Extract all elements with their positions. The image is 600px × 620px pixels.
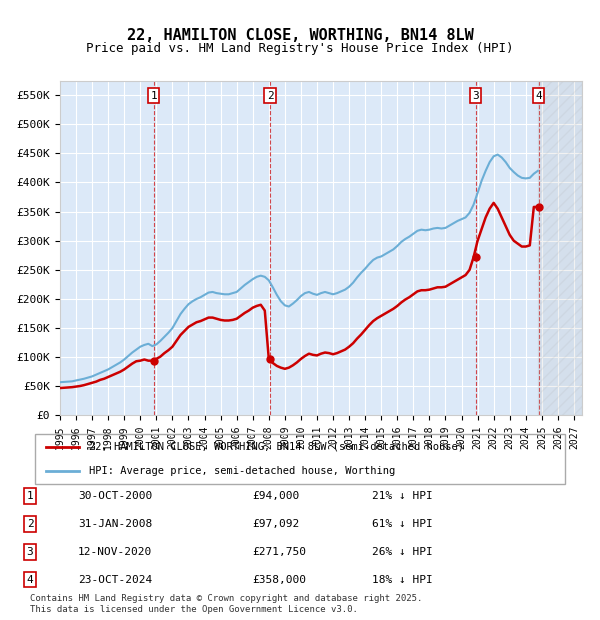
Text: 1: 1 xyxy=(150,91,157,100)
Text: 3: 3 xyxy=(472,91,479,100)
Text: £271,750: £271,750 xyxy=(252,547,306,557)
Text: 21% ↓ HPI: 21% ↓ HPI xyxy=(372,491,433,501)
Text: 4: 4 xyxy=(26,575,34,585)
Text: HPI: Average price, semi-detached house, Worthing: HPI: Average price, semi-detached house,… xyxy=(89,466,395,476)
Text: £94,000: £94,000 xyxy=(252,491,299,501)
Text: 18% ↓ HPI: 18% ↓ HPI xyxy=(372,575,433,585)
Text: £358,000: £358,000 xyxy=(252,575,306,585)
Text: 31-JAN-2008: 31-JAN-2008 xyxy=(78,519,152,529)
Text: 3: 3 xyxy=(26,547,34,557)
Bar xyxy=(538,81,582,415)
Text: 2: 2 xyxy=(26,519,34,529)
Text: 22, HAMILTON CLOSE, WORTHING, BN14 8LW (semi-detached house): 22, HAMILTON CLOSE, WORTHING, BN14 8LW (… xyxy=(89,441,464,451)
Text: Contains HM Land Registry data © Crown copyright and database right 2025.
This d: Contains HM Land Registry data © Crown c… xyxy=(30,595,422,614)
Text: 23-OCT-2024: 23-OCT-2024 xyxy=(78,575,152,585)
Text: £97,092: £97,092 xyxy=(252,519,299,529)
Text: 2: 2 xyxy=(267,91,274,100)
Text: 12-NOV-2020: 12-NOV-2020 xyxy=(78,547,152,557)
Text: 61% ↓ HPI: 61% ↓ HPI xyxy=(372,519,433,529)
Text: 26% ↓ HPI: 26% ↓ HPI xyxy=(372,547,433,557)
Text: Price paid vs. HM Land Registry's House Price Index (HPI): Price paid vs. HM Land Registry's House … xyxy=(86,42,514,55)
Text: 4: 4 xyxy=(535,91,542,100)
Text: 22, HAMILTON CLOSE, WORTHING, BN14 8LW: 22, HAMILTON CLOSE, WORTHING, BN14 8LW xyxy=(127,28,473,43)
Text: 30-OCT-2000: 30-OCT-2000 xyxy=(78,491,152,501)
Text: 1: 1 xyxy=(26,491,34,501)
